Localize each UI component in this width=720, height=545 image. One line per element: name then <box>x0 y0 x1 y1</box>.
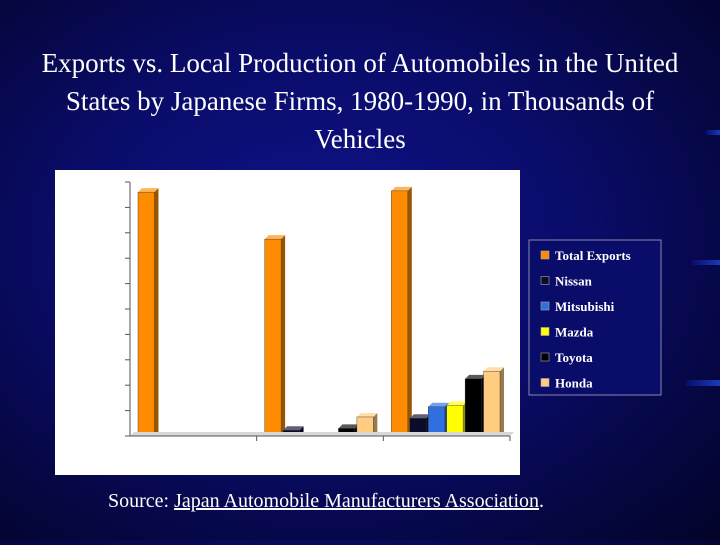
bar <box>428 402 449 437</box>
x-tick-label: 1980 <box>179 456 207 471</box>
bar-top <box>356 412 378 417</box>
bar-top <box>264 235 286 240</box>
bar-top <box>465 374 486 379</box>
y-tick-label: 1,200 <box>81 278 113 293</box>
legend-swatch <box>540 352 550 362</box>
bar <box>137 188 159 437</box>
decorative-stripe <box>706 130 720 135</box>
bar-side <box>373 412 378 436</box>
bar-top <box>338 424 359 429</box>
bar-top <box>391 186 412 191</box>
bar-front <box>391 190 408 437</box>
bar-front <box>264 238 282 437</box>
bar-top <box>483 367 504 372</box>
source-label: Source: <box>108 490 175 512</box>
bar <box>264 235 286 437</box>
bar-side <box>154 188 159 436</box>
legend-label: Honda <box>555 376 593 391</box>
y-tick-label: 400 <box>91 379 112 394</box>
source-link[interactable]: Japan Automobile Manufacturers Associati… <box>174 490 540 512</box>
bar-side <box>500 367 504 436</box>
bar-front <box>464 378 482 437</box>
legend-box <box>528 239 662 396</box>
decorative-stripe <box>692 260 720 265</box>
legend-label: Nissan <box>555 274 593 289</box>
y-tick-label: 800 <box>91 328 112 343</box>
legend-swatch <box>540 327 550 336</box>
bar-side <box>407 186 412 436</box>
bar-front <box>446 405 464 437</box>
bar-top <box>138 188 159 193</box>
bar <box>391 186 412 437</box>
x-tick-label: 1985 <box>306 456 334 471</box>
y-tick-label: 200 <box>91 405 112 420</box>
legend-label: Mazda <box>555 325 594 340</box>
y-tick-label: 1,000 <box>81 303 113 318</box>
slide-title: Exports vs. Local Production of Automobi… <box>41 48 679 154</box>
y-tick-label: 1,400 <box>81 252 113 267</box>
bar <box>464 374 486 437</box>
bar-top <box>409 414 431 419</box>
bar-front <box>483 371 501 437</box>
source-note: Source: Japan Automobile Manufacturers A… <box>108 490 544 513</box>
legend-swatch <box>540 378 550 387</box>
bar-top <box>283 426 304 431</box>
bar-side <box>281 235 286 436</box>
x-axis-floor <box>130 432 514 436</box>
legend-label: Total Exports <box>555 248 631 263</box>
bar <box>446 401 468 437</box>
bar-top <box>428 402 449 407</box>
bar-top <box>446 401 468 406</box>
decorative-stripe <box>686 380 720 386</box>
bar <box>356 412 378 437</box>
y-tick-label: 1,800 <box>81 201 113 216</box>
y-tick-label: 600 <box>91 354 112 369</box>
legend-swatch <box>540 250 550 260</box>
legend-swatch <box>540 276 550 285</box>
legend-swatch <box>540 301 550 311</box>
legend-label: Mitsubishi <box>555 299 615 314</box>
y-tick-label: 0 <box>105 430 112 445</box>
bar <box>483 367 504 437</box>
y-tick-label: 2,000 <box>81 176 113 191</box>
bar-front <box>137 191 155 437</box>
y-tick-label: 1,600 <box>81 227 113 242</box>
source-period: . <box>539 490 545 512</box>
legend-label: Toyota <box>555 350 593 365</box>
x-tick-label: 1990 <box>433 456 461 471</box>
bar-front <box>428 406 445 437</box>
